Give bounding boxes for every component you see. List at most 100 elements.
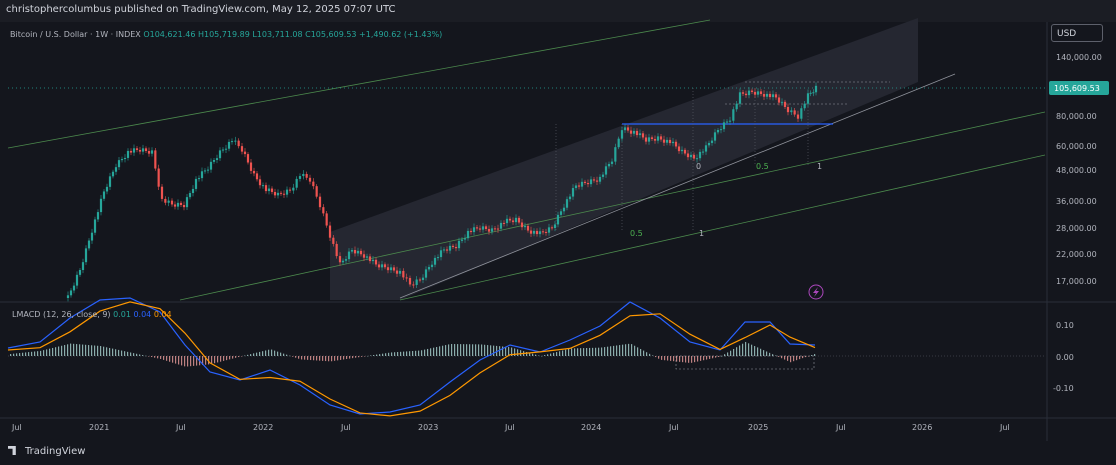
price-axis-label: 28,000.00 <box>1056 224 1097 233</box>
candle-body <box>276 192 280 196</box>
candle-body <box>680 149 684 152</box>
symbol-legend[interactable]: Bitcoin / U.S. Dollar · 1W · INDEX O104,… <box>10 30 442 39</box>
candle-body <box>138 149 142 152</box>
candle-body <box>341 260 345 263</box>
histogram-bar <box>724 354 726 356</box>
histogram-bar <box>325 356 327 362</box>
histogram-bar <box>193 356 195 366</box>
histogram-bar <box>160 356 162 359</box>
candle-body <box>529 230 533 234</box>
histogram-bar <box>805 356 807 358</box>
histogram-bar <box>322 356 324 361</box>
histogram-bar <box>796 356 798 361</box>
candle-body <box>344 259 348 261</box>
currency-button[interactable]: USD <box>1051 24 1103 42</box>
histogram-bar <box>397 352 399 356</box>
candle-body <box>318 196 322 208</box>
candle-body <box>439 250 443 258</box>
candle-body <box>589 179 593 185</box>
histogram-bar <box>556 352 558 356</box>
candle-body <box>614 147 617 162</box>
histogram-bar <box>571 348 573 356</box>
candle-body <box>526 225 530 231</box>
histogram-bar <box>649 353 651 356</box>
candle-body <box>562 207 566 212</box>
histogram-bar <box>52 347 54 356</box>
candle-body <box>402 270 405 278</box>
histogram-bar <box>25 352 27 356</box>
candle-body <box>744 93 748 96</box>
histogram-bar <box>151 356 153 358</box>
candle-body <box>574 185 578 189</box>
histogram-bar <box>709 356 711 359</box>
candle-body <box>620 130 624 139</box>
candle-body <box>809 92 812 94</box>
histogram-bar <box>718 356 720 357</box>
price-axis-label: 60,000.00 <box>1056 142 1097 151</box>
candle-body <box>644 137 648 142</box>
candle-body <box>683 149 687 154</box>
candle-body <box>69 290 73 296</box>
time-axis-label: Jul <box>668 423 679 432</box>
histogram-bar <box>58 346 60 356</box>
histogram-bar <box>748 343 750 356</box>
histogram-bar <box>697 356 699 362</box>
histogram-bar <box>766 351 768 356</box>
candle-body <box>617 138 620 148</box>
candle-body <box>267 188 271 192</box>
histogram-bar <box>343 356 345 360</box>
histogram-bar <box>532 353 534 356</box>
histogram-bar <box>778 356 780 357</box>
histogram-bar <box>22 352 24 356</box>
histogram-bar <box>127 351 129 356</box>
candle-body <box>732 109 735 121</box>
macd-value-line: 0.04 <box>133 310 152 319</box>
price-chart[interactable]: 0.5 1 0 0.5 1 140,000.00 80,000.00 60,00… <box>0 0 1116 441</box>
macd-line <box>7 297 816 415</box>
candle-body <box>535 230 539 235</box>
candle-body <box>475 227 479 229</box>
candle-body <box>695 158 699 160</box>
candle-body <box>586 183 590 185</box>
time-axis-label: Jul <box>504 423 515 432</box>
candle-body <box>126 150 130 158</box>
histogram-bar <box>280 352 282 356</box>
histogram-bar <box>172 356 174 363</box>
tradingview-logo[interactable]: TradingView <box>8 446 85 457</box>
candle-body <box>285 189 289 195</box>
macd-histogram <box>10 341 816 367</box>
histogram-bar <box>358 356 360 358</box>
candle-body <box>255 173 259 180</box>
candle-body <box>398 270 402 274</box>
histogram-bar <box>763 350 765 356</box>
candle-body <box>170 200 174 205</box>
candle-body <box>713 132 717 141</box>
candle-body <box>610 161 614 164</box>
candle-body <box>481 226 485 230</box>
candle-body <box>517 217 521 223</box>
candle-body <box>698 151 702 159</box>
fib-a-label: 0.5 <box>630 229 643 238</box>
candle-body <box>221 149 225 151</box>
candle-body <box>793 110 796 115</box>
histogram-bar <box>310 356 312 361</box>
price-axis-label: 36,000.00 <box>1056 197 1097 206</box>
candle-body <box>203 170 207 172</box>
histogram-bar <box>511 347 513 356</box>
histogram-bar <box>361 356 363 357</box>
histogram-bar <box>625 344 627 356</box>
histogram-bar <box>385 353 387 356</box>
macd-legend[interactable]: LMACD (12, 26, close, 9) 0.01 0.04 0.04 <box>12 310 172 319</box>
candle-body <box>328 225 332 238</box>
candle-body <box>601 174 605 177</box>
histogram-bar <box>457 344 459 356</box>
histogram-bar <box>604 347 606 356</box>
histogram-bar <box>337 356 339 361</box>
histogram-bar <box>517 349 519 356</box>
lightning-icon[interactable] <box>808 284 824 300</box>
candle-body <box>692 154 696 159</box>
candle-body <box>200 171 204 179</box>
histogram-bar <box>94 345 96 356</box>
histogram-bar <box>520 350 522 356</box>
histogram-bar <box>655 356 657 358</box>
